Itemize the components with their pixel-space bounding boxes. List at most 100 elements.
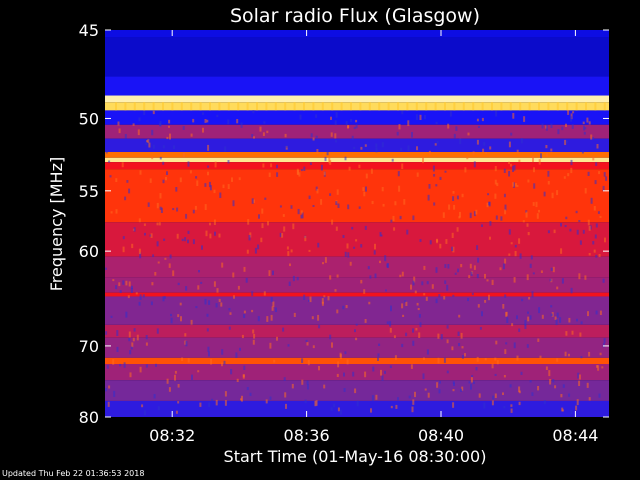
noise-speck [336,274,339,278]
noise-speck [587,311,589,317]
noise-speck [324,156,327,162]
noise-speck [494,166,497,172]
noise-speck [419,239,422,242]
noise-speck [435,267,438,273]
noise-speck [317,314,320,321]
noise-speck [426,349,429,355]
noise-speck [315,135,318,138]
noise-speck [197,285,200,290]
noise-speck [138,117,141,122]
noise-speck [169,254,172,259]
noise-speck [392,215,395,222]
noise-speck [224,146,227,152]
noise-speck [415,327,418,331]
spectrogram-texture [105,102,608,416]
noise-speck [138,218,141,223]
band-19 [105,357,609,365]
noise-speck [109,175,112,178]
band-marker [603,102,606,111]
noise-speck [197,370,200,373]
noise-speck [119,363,122,367]
noise-speck [125,280,128,286]
noise-speck [503,168,506,173]
noise-speck [594,180,597,185]
noise-speck [531,291,534,298]
noise-speck [436,382,439,388]
noise-speck [213,189,216,194]
noise-speck [105,267,107,270]
band-2 [105,76,609,96]
noise-speck [312,345,315,349]
noise-speck [527,311,529,314]
noise-speck [221,362,223,367]
noise-speck [128,338,131,342]
noise-speck [364,144,367,147]
noise-speck [571,124,574,129]
noise-speck [389,365,392,368]
noise-speck [532,156,534,163]
noise-speck [448,204,451,210]
noise-speck [530,255,533,260]
band-marker [209,102,211,111]
noise-speck [540,270,543,273]
noise-speck [447,123,450,129]
noise-speck [535,201,538,208]
y-tick-label: 70 [79,337,99,356]
noise-speck [115,178,118,182]
band-marker [274,102,277,111]
noise-speck [232,272,235,278]
noise-speck [195,176,198,179]
noise-speck [400,147,403,151]
noise-speck [464,353,466,357]
noise-speck [242,374,245,378]
noise-speck [587,219,590,226]
noise-speck [412,399,415,405]
noise-speck [272,270,274,276]
noise-speck [602,278,605,283]
noise-speck [453,133,456,139]
noise-speck [413,276,416,283]
noise-speck [540,153,542,159]
band-marker [340,102,343,111]
updated-timestamp: Updated Thu Feb 22 01:36:53 2018 [2,469,145,478]
noise-speck [518,159,521,163]
noise-speck [436,238,438,244]
noise-speck [148,142,151,148]
noise-speck [583,125,585,131]
band-marker [509,102,512,111]
noise-speck [117,121,120,126]
noise-speck [166,171,168,175]
noise-speck [219,192,222,198]
noise-speck [586,382,589,388]
noise-speck [160,207,163,213]
noise-speck [355,323,358,326]
noise-speck [428,150,431,155]
noise-speck [391,158,394,162]
band-marker [265,102,268,111]
noise-speck [516,149,519,154]
band-marker [237,102,240,111]
noise-speck [168,263,171,268]
band-0 [105,30,609,38]
noise-speck [252,329,255,334]
noise-speck [174,374,176,381]
band-5 [105,110,609,125]
noise-speck [397,397,399,401]
noise-speck [442,212,445,218]
noise-speck [432,165,435,172]
noise-speck [335,112,338,118]
noise-speck [505,311,508,316]
noise-speck [551,192,554,199]
noise-speck [423,265,426,270]
noise-speck [569,228,572,232]
noise-speck [451,346,454,351]
noise-speck [461,346,464,349]
noise-speck [471,375,474,378]
noise-speck [276,164,278,169]
noise-speck [166,136,169,140]
noise-speck [416,146,418,151]
noise-speck [172,270,175,277]
noise-speck [296,168,299,175]
band-3 [105,95,609,103]
noise-speck [483,402,486,409]
